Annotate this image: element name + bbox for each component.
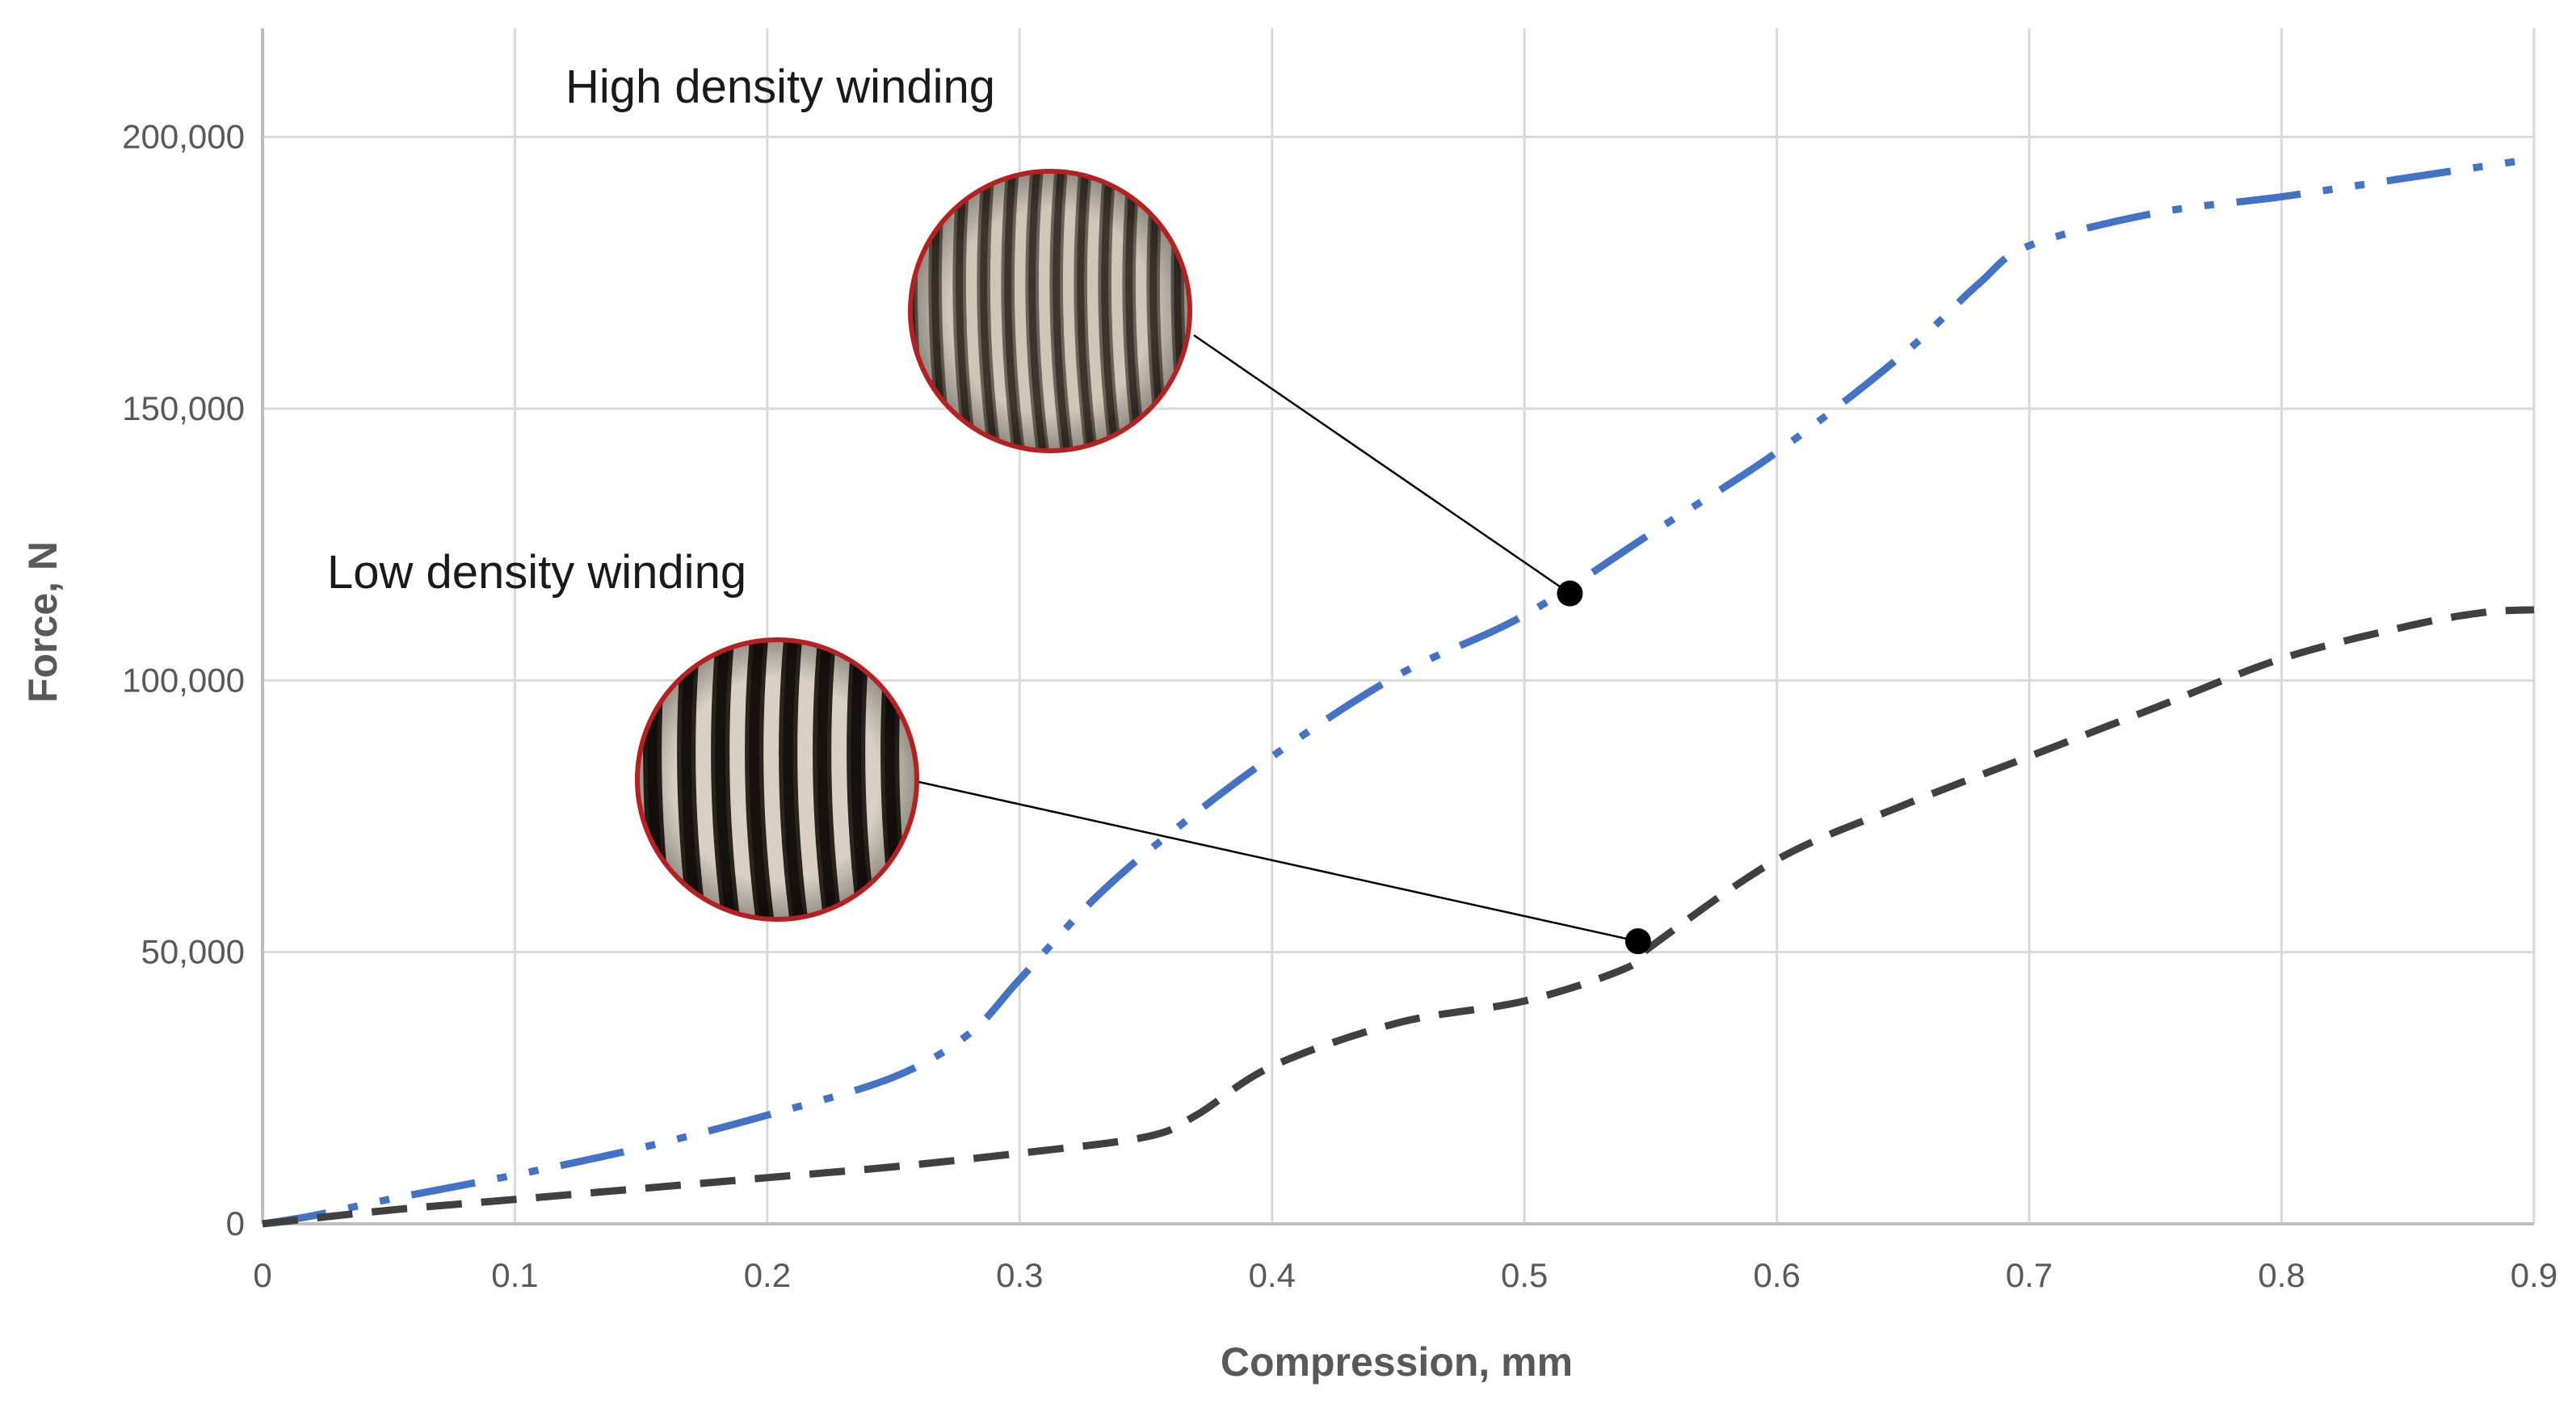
x-axis-ticks: 0 0.1 0.2 0.3 0.4 0.5 0.6 0.7 0.8 0.9 <box>253 1256 2557 1294</box>
leader-line <box>1193 334 1571 595</box>
x-axis-title: Compression, mm <box>1221 1339 1573 1385</box>
leader-line <box>914 780 1639 943</box>
x-tick-label: 0.3 <box>996 1256 1043 1294</box>
annotation-high-density: High density winding <box>565 61 995 113</box>
x-tick-label: 0.8 <box>2258 1256 2305 1294</box>
y-tick-label: 50,000 <box>141 933 245 971</box>
x-tick-label: 0.7 <box>2006 1256 2053 1294</box>
series-low-density-line <box>262 606 2535 1228</box>
y-tick-label: 0 <box>226 1204 245 1242</box>
y-axis-ticks: 0 50,000 100,000 150,000 200,000 <box>122 118 245 1242</box>
x-tick-label: 0.2 <box>744 1256 791 1294</box>
annotation-marker <box>1624 928 1651 955</box>
x-tick-label: 0 <box>253 1256 271 1294</box>
low-density-magnifier <box>635 637 919 922</box>
series-high-density-line <box>262 155 2535 1228</box>
x-tick-label: 0.5 <box>1501 1256 1548 1294</box>
leader-lines <box>914 334 1639 943</box>
grid <box>263 28 2536 1224</box>
series-layer <box>262 155 2535 1228</box>
annotation-marker <box>1557 580 1583 607</box>
y-tick-label: 100,000 <box>122 661 245 699</box>
x-tick-label: 0.4 <box>1249 1256 1296 1294</box>
annotation-markers <box>1557 580 1651 955</box>
axes <box>261 28 2534 1225</box>
x-tick-label: 0.9 <box>2511 1256 2557 1294</box>
y-axis-title: Force, N <box>20 541 65 703</box>
x-tick-label: 0.1 <box>491 1256 538 1294</box>
y-tick-label: 200,000 <box>122 118 245 156</box>
y-tick-label: 150,000 <box>122 389 245 427</box>
annotation-low-density: Low density winding <box>327 546 746 599</box>
x-tick-label: 0.6 <box>1753 1256 1800 1294</box>
high-density-magnifier <box>908 169 1192 453</box>
